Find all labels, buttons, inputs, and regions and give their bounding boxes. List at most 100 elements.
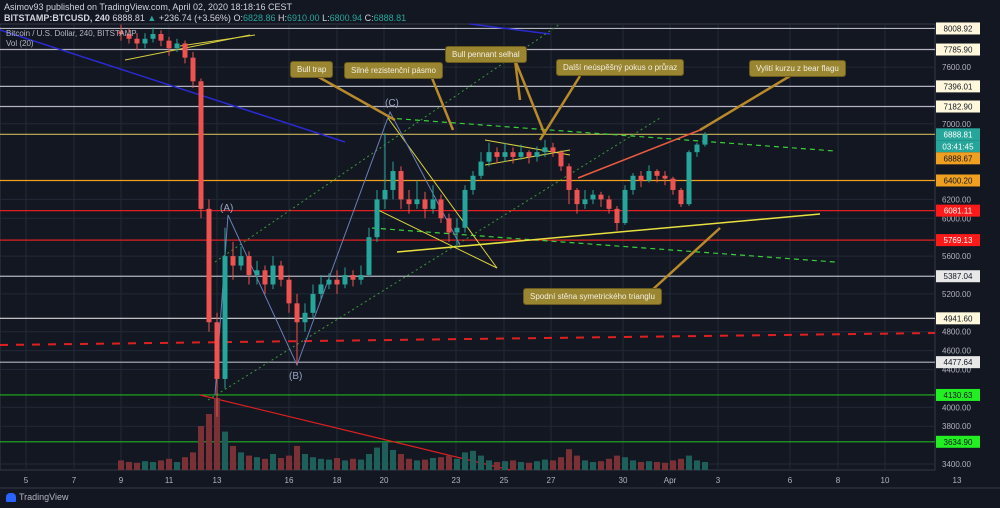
volume-bar [222, 431, 228, 470]
volume-bar [310, 457, 316, 470]
y-tick-label: 4000.00 [942, 403, 971, 412]
candle [678, 188, 684, 207]
candle [326, 273, 332, 290]
pointer-pennant [513, 59, 522, 101]
candle [342, 267, 348, 289]
candle [582, 189, 588, 209]
annotation-pennant[interactable]: Bull pennant selhal [445, 46, 527, 63]
candle [214, 312, 220, 417]
volume-bar [630, 460, 636, 470]
candle [686, 150, 692, 207]
volume-bar [646, 461, 652, 470]
candle-body [270, 265, 276, 285]
volume-trendline [199, 394, 511, 471]
y-tick-label: 5600.00 [942, 252, 971, 261]
candle-body [142, 38, 148, 44]
candle [630, 172, 636, 195]
x-tick-label: 6 [788, 476, 793, 485]
candle-body [246, 256, 252, 275]
candle [398, 166, 404, 209]
candle [406, 189, 412, 214]
chart-legend: Bitcoin / U.S. Dollar, 240, BITSTAMP Vol… [6, 29, 137, 49]
candle [230, 241, 236, 280]
volume-indicator-label[interactable]: Vol (20) [6, 39, 34, 48]
price-level-label: 4941.60 [944, 314, 973, 323]
candle-body [454, 227, 460, 233]
bar-countdown-bg [936, 140, 980, 153]
volume-bar [166, 458, 172, 470]
candle [150, 27, 156, 43]
x-tick-label: 27 [547, 476, 556, 485]
volume-bar [574, 455, 580, 470]
high-value: 6910.00 [287, 13, 320, 23]
close-label: C: [364, 13, 374, 23]
price-level-label-bg [936, 174, 980, 187]
bar-countdown: 03:41:45 [942, 142, 974, 151]
annotation-breakout[interactable]: Další neúspěšný pokus o průraz [556, 59, 685, 76]
price-level-label-bg [936, 204, 980, 217]
symbol-info-bar: BITSTAMP:BTCUSD, 240 6888.81 ▲ +236.74 (… [4, 13, 406, 23]
candle-body [598, 194, 604, 200]
y-tick-label: 7600.00 [942, 63, 971, 72]
volume-bar [206, 414, 212, 470]
volume-bar [462, 452, 468, 470]
candle [366, 227, 372, 277]
price-level-label: 4130.63 [944, 391, 973, 400]
candle-body [558, 152, 564, 167]
x-tick-label: 30 [619, 476, 628, 485]
candle-body [294, 303, 300, 323]
price-label-secondary: 6888.67 [944, 154, 973, 163]
candle [422, 191, 428, 219]
volume-bar [286, 455, 292, 470]
volume-bar [494, 462, 500, 470]
open-value: 6828.86 [242, 13, 276, 23]
candle [438, 194, 444, 224]
low-label: L: [322, 13, 330, 23]
tradingview-footer[interactable]: TradingView [6, 492, 69, 502]
candle [142, 33, 148, 49]
green-channel-lower [207, 117, 661, 401]
publish-info: Asimov93 published on TradingView.com, A… [4, 2, 293, 12]
annotation-bear-flag[interactable]: Vylití kurzu z bear flagu [749, 60, 846, 77]
candle-body [158, 34, 164, 41]
pointer-bull-trap [314, 73, 396, 122]
wave-label-b: (B) [289, 371, 303, 382]
price-level-label-bg [936, 128, 980, 141]
annotation-bull-trap[interactable]: Bull trap [290, 61, 334, 78]
volume-bar [510, 460, 516, 470]
candle-body [134, 38, 140, 44]
candle [334, 270, 340, 294]
yellow-wedge-line [377, 209, 498, 269]
candle-body [486, 152, 492, 162]
candle-body [334, 279, 340, 285]
volume-bar [622, 457, 628, 470]
candle-body [406, 199, 412, 205]
candle [598, 191, 604, 207]
price-level-label: 6400.20 [944, 176, 973, 185]
candle [502, 142, 508, 162]
candle-body [622, 189, 628, 224]
annotation-resistance[interactable]: Silné rezistenční pásmo [344, 62, 443, 79]
candle [478, 152, 484, 179]
wave-label-c: (C) [385, 98, 399, 109]
annotation-triangle[interactable]: Spodní stěna symetrického trianglu [523, 288, 662, 305]
volume-bar [542, 459, 548, 470]
volume-bar [606, 458, 612, 470]
blue-trendline [469, 23, 551, 35]
candle-body [398, 171, 404, 200]
candle [454, 218, 460, 247]
yellow-triangle-line [179, 34, 256, 47]
candle [590, 189, 596, 205]
candle-body [342, 275, 348, 285]
y-tick-label: 3400.00 [942, 460, 971, 469]
series-title[interactable]: Bitcoin / U.S. Dollar, 240, BITSTAMP [6, 29, 137, 38]
volume-bar [702, 462, 708, 470]
candle-body [222, 256, 228, 379]
candle [302, 303, 308, 332]
candle-body [614, 208, 620, 224]
candle [558, 150, 564, 172]
volume-bar [558, 457, 564, 470]
blue-trendline [0, 29, 346, 143]
candle-body [126, 34, 132, 39]
